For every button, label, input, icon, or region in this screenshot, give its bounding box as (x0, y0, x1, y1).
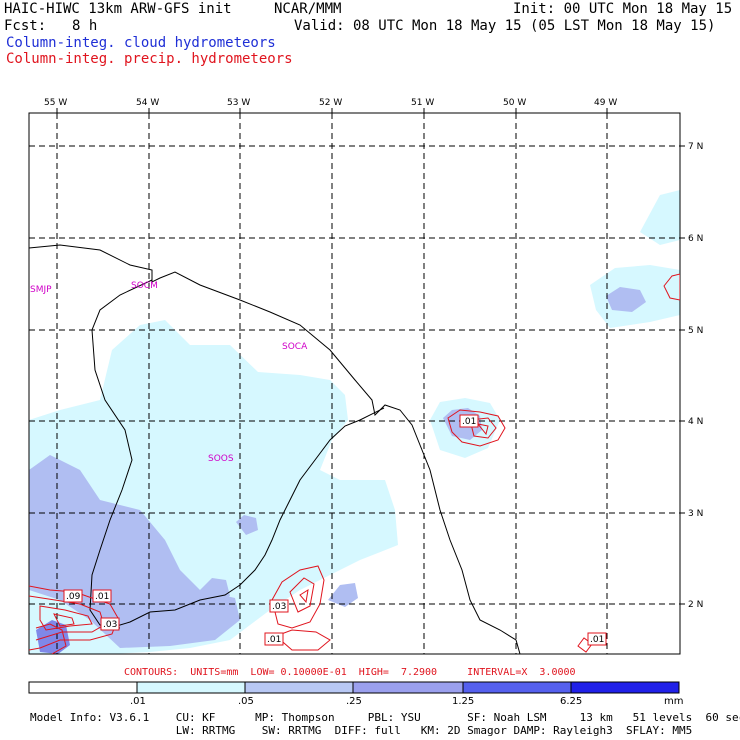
contour-label: .03 (272, 602, 286, 612)
cloud-shade-light (640, 190, 680, 245)
station-label: SOOS (208, 454, 234, 464)
precip-contour (469, 417, 497, 439)
lat-lon-grid (29, 113, 680, 654)
colorbar-tick: 1.25 (452, 696, 474, 707)
lat-label: 5 N (688, 326, 703, 336)
plot-title: HAIC-HIWC 13km ARW-GFS init (4, 1, 232, 17)
colorbar-tick: .01 (130, 696, 146, 707)
contour-label: .01 (590, 635, 604, 645)
cloud-shade-medium (328, 583, 358, 607)
cloud-field-label: Column-integ. cloud hydrometeors (6, 35, 276, 51)
contour-label: .01 (95, 592, 109, 602)
model-info-line1: Model Info: V3.6.1 CU: KF MP: Thompson P… (30, 711, 740, 724)
lon-label: 54 W (136, 98, 159, 108)
precip-contour (299, 588, 309, 604)
precip-contours (29, 273, 680, 654)
contour-label: .09 (66, 592, 81, 602)
lon-label: 49 W (594, 98, 617, 108)
precip-contour (663, 273, 680, 301)
forecast-hour: 8 h (72, 18, 98, 34)
precip-contour (447, 409, 506, 447)
colorbar-tick: .25 (346, 696, 362, 707)
contour-label: .01 (267, 635, 281, 645)
lat-label: 6 N (688, 234, 703, 244)
contour-label: .03 (103, 620, 117, 630)
lon-label: 50 W (503, 98, 526, 108)
colorbar-tick: 6.25 (560, 696, 582, 707)
colorbar-unit: mm (664, 696, 683, 707)
precip-contour (53, 613, 75, 627)
lon-label: 53 W (227, 98, 250, 108)
contour-value-labels: .09 .01 .03 .03 .01 .01 .01 (63, 414, 607, 646)
forecast-label: Fcst: (4, 18, 47, 34)
station-label: SMJP (30, 285, 52, 295)
plot-frame (28, 112, 681, 655)
precip-contour (271, 565, 325, 629)
lat-label: 7 N (688, 142, 703, 152)
border-line (89, 279, 153, 629)
organization-label: NCAR/MMM (274, 1, 342, 17)
lon-label: 52 W (319, 98, 342, 108)
station-label: SOCM (131, 281, 158, 291)
color-scale-bar (28, 681, 680, 694)
precip-contour (289, 577, 315, 613)
lon-label: 55 W (44, 98, 67, 108)
init-time: Init: 00 UTC Mon 18 May 15 (513, 1, 733, 17)
cloud-shade-medium (236, 515, 258, 535)
precip-contour (35, 623, 67, 654)
lon-label: 51 W (411, 98, 434, 108)
border-line (29, 244, 521, 654)
lat-label: 4 N (688, 417, 703, 427)
axis-ticks (56, 108, 685, 605)
station-label: SOCA (282, 342, 308, 352)
cloud-shade-dark (36, 620, 70, 654)
precip-contour (275, 629, 331, 651)
precip-contour (39, 605, 93, 631)
valid-time: Valid: 08 UTC Mon 18 May 15 (05 LST Mon … (294, 18, 716, 34)
lat-label: 3 N (688, 509, 703, 519)
colorbar-tick: .05 (238, 696, 254, 707)
precip-field-label: Column-integ. precip. hydrometeors (6, 51, 293, 67)
cloud-shade-medium (606, 287, 646, 312)
contour-label: .01 (462, 417, 476, 427)
lat-label: 2 N (688, 600, 703, 610)
model-info-line2: LW: RRTMG SW: RRTMG DIFF: full KM: 2D Sm… (30, 724, 693, 737)
contour-info: CONTOURS: UNITS=mm LOW= 0.10000E-01 HIGH… (124, 667, 576, 678)
precip-contour (476, 423, 489, 436)
